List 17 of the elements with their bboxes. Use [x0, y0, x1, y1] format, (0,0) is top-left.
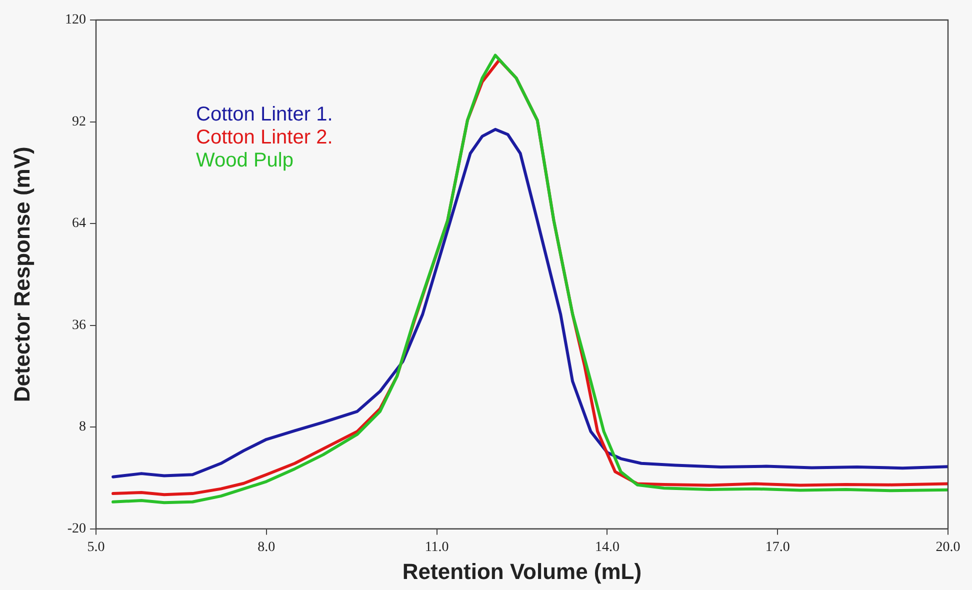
y-axis-title: Detector Response (mV): [9, 146, 34, 402]
x-axis-title: Retention Volume (mL): [402, 558, 642, 584]
y-tick-label: 36: [72, 318, 86, 333]
x-tick-label: 17.0: [765, 540, 790, 555]
text: Cotton Linter 1.: [196, 104, 333, 126]
x-tick-label: 8.0: [258, 540, 276, 555]
x-tick-label: 20.0: [936, 540, 960, 555]
x-tick-label: 5.0: [87, 540, 105, 555]
y-tick-label: 92: [72, 114, 86, 130]
y-tick-label: -20: [67, 521, 86, 536]
y-tick-label: 120: [65, 12, 86, 28]
y-tick-label: 8: [79, 420, 86, 435]
x-tick-label: 14.0: [594, 540, 620, 555]
y-tick-label: 64: [72, 216, 86, 232]
text: Wood Pulp: [196, 150, 294, 172]
text: Cotton Linter 2.: [196, 126, 333, 149]
x-tick-label: 11.0: [424, 540, 449, 555]
